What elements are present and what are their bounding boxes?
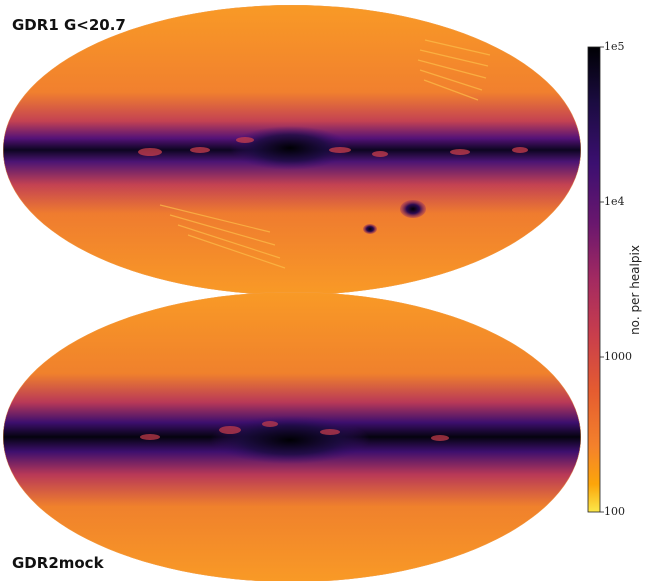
top-panel-label: GDR1 G<20.7 — [12, 16, 126, 34]
bottom-dust-patches — [140, 421, 449, 441]
colorbar-label: no. per healpix — [628, 245, 642, 335]
colorbar-tick-label: 1e4 — [604, 195, 625, 208]
top-scan-patterns — [159, 39, 491, 269]
colorbar — [587, 46, 604, 513]
large-magellanic-cloud — [400, 200, 426, 218]
colorbar-tick-label: 1e5 — [604, 40, 625, 53]
colorbar-tick-label: 100 — [604, 505, 625, 518]
top-sky-map — [3, 5, 581, 295]
bottom-sky-map — [3, 292, 581, 581]
colorbar-tick-label: 1000 — [604, 350, 632, 363]
top-dust-patches — [138, 137, 528, 157]
small-magellanic-cloud — [363, 224, 377, 234]
bottom-panel-label: GDR2mock — [12, 554, 104, 572]
